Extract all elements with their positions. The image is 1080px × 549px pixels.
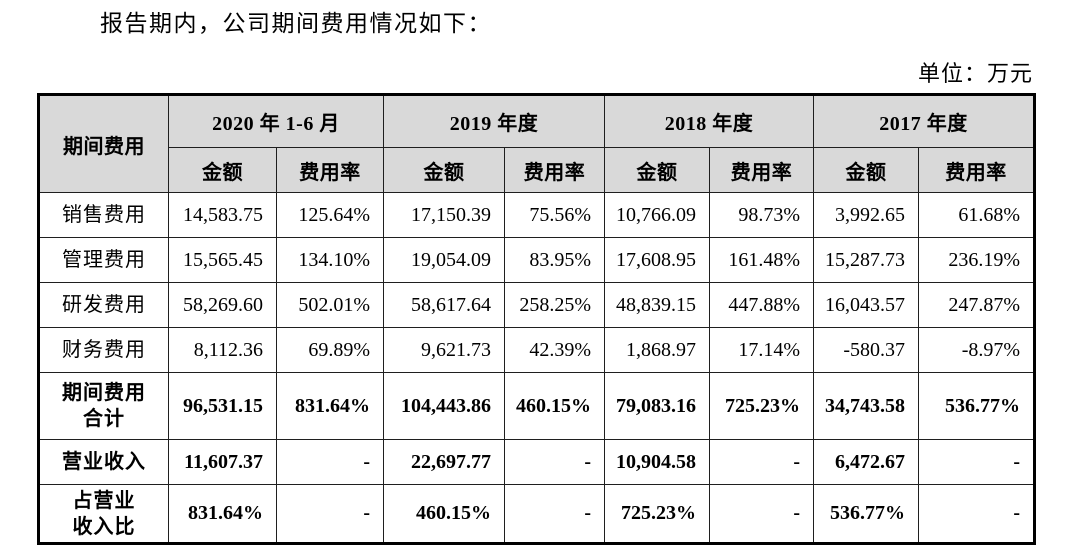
period-expense-table: 期间费用 2020 年 1-6 月 2019 年度 2018 年度 2017 年… bbox=[37, 93, 1037, 545]
table-cell: 1,868.97 bbox=[604, 327, 711, 373]
table-row-operating-revenue: 营业收入 11,607.37 - 22,697.77 - 10,904.58 -… bbox=[38, 439, 1036, 485]
row-label: 财务费用 bbox=[38, 327, 169, 373]
subheader-amount-2019: 金额 bbox=[383, 147, 506, 193]
col-group-2018: 2018 年度 bbox=[604, 94, 815, 148]
table-row-selling-expense: 销售费用 14,583.75 125.64% 17,150.39 75.56% … bbox=[38, 192, 1036, 238]
table-cell: 34,743.58 bbox=[813, 372, 920, 440]
table-cell: 14,583.75 bbox=[168, 192, 277, 238]
table-cell: 831.64% bbox=[275, 372, 385, 440]
table-cell: 19,054.09 bbox=[383, 237, 506, 283]
table-cell: 17.14% bbox=[709, 327, 815, 373]
table-cell: 79,083.16 bbox=[604, 372, 711, 440]
table-cell: 502.01% bbox=[275, 282, 385, 328]
table-cell: 10,766.09 bbox=[604, 192, 711, 238]
intro-text: 报告期内，公司期间费用情况如下： bbox=[100, 11, 492, 36]
table-cell: - bbox=[504, 484, 606, 544]
subheader-rate-2017: 费用率 bbox=[918, 147, 1036, 193]
table-row-admin-expense: 管理费用 15,565.45 134.10% 19,054.09 83.95% … bbox=[38, 237, 1036, 283]
subheader-amount-2018: 金额 bbox=[604, 147, 711, 193]
table-cell: - bbox=[275, 484, 385, 544]
table-cell: 104,443.86 bbox=[383, 372, 506, 440]
table-cell: 6,472.67 bbox=[813, 439, 920, 485]
table-cell: 98.73% bbox=[709, 192, 815, 238]
table-cell: 17,150.39 bbox=[383, 192, 506, 238]
table-cell: 460.15% bbox=[504, 372, 606, 440]
table-row-finance-expense: 财务费用 8,112.36 69.89% 9,621.73 42.39% 1,8… bbox=[38, 327, 1036, 373]
table-cell: 15,287.73 bbox=[813, 237, 920, 283]
table-cell: -580.37 bbox=[813, 327, 920, 373]
row-label: 营业收入 bbox=[38, 439, 169, 485]
table-cell: 460.15% bbox=[383, 484, 506, 544]
table-cell: 69.89% bbox=[275, 327, 385, 373]
col-group-2020: 2020 年 1-6 月 bbox=[167, 94, 385, 148]
col-group-2017: 2017 年度 bbox=[813, 94, 1036, 148]
row-label: 期间费用 合计 bbox=[38, 372, 169, 440]
table-cell: 10,904.58 bbox=[604, 439, 711, 485]
table-cell: 17,608.95 bbox=[604, 237, 711, 283]
table-cell: 58,617.64 bbox=[383, 282, 506, 328]
row-label: 占营业 收入比 bbox=[38, 484, 169, 544]
table-cell: 536.77% bbox=[813, 484, 920, 544]
table-cell: 8,112.36 bbox=[168, 327, 277, 373]
table-cell: 247.87% bbox=[918, 282, 1036, 328]
table-cell: 83.95% bbox=[504, 237, 606, 283]
col-group-2019: 2019 年度 bbox=[383, 94, 606, 148]
table-cell: 48,839.15 bbox=[604, 282, 711, 328]
table-cell: - bbox=[709, 484, 815, 544]
table-cell: - bbox=[709, 439, 815, 485]
table-cell: 9,621.73 bbox=[383, 327, 506, 373]
row-label: 管理费用 bbox=[38, 237, 169, 283]
table-cell: 134.10% bbox=[275, 237, 385, 283]
table-cell: - bbox=[918, 439, 1036, 485]
subheader-amount-2017: 金额 bbox=[813, 147, 920, 193]
table-cell: 11,607.37 bbox=[168, 439, 277, 485]
table-cell: 236.19% bbox=[918, 237, 1036, 283]
table-cell: 536.77% bbox=[918, 372, 1036, 440]
header-row-subcolumns: 金额 费用率 金额 费用率 金额 费用率 金额 费用率 bbox=[39, 147, 1036, 193]
header-row-years: 期间费用 2020 年 1-6 月 2019 年度 2018 年度 2017 年… bbox=[38, 94, 1036, 193]
subheader-rate-2018: 费用率 bbox=[709, 147, 815, 193]
unit-label: 单位：万元 bbox=[917, 61, 1033, 86]
header-period-expense: 期间费用 bbox=[38, 94, 169, 193]
subheader-rate-2019: 费用率 bbox=[504, 147, 606, 193]
table-row-revenue-ratio: 占营业 收入比 831.64% - 460.15% - 725.23% - 53… bbox=[38, 484, 1036, 544]
table-cell: 3,992.65 bbox=[813, 192, 920, 238]
table-cell: 125.64% bbox=[275, 192, 385, 238]
subheader-amount-2020: 金额 bbox=[168, 147, 277, 193]
table-cell: - bbox=[504, 439, 606, 485]
table-cell: 96,531.15 bbox=[168, 372, 277, 440]
subheader-rate-2020: 费用率 bbox=[275, 147, 385, 193]
table-cell: 75.56% bbox=[504, 192, 606, 238]
row-label: 研发费用 bbox=[38, 282, 169, 328]
row-label: 销售费用 bbox=[38, 192, 169, 238]
table-cell: 15,565.45 bbox=[168, 237, 277, 283]
table-cell: 447.88% bbox=[709, 282, 815, 328]
table-row-total-expense: 期间费用 合计 96,531.15 831.64% 104,443.86 460… bbox=[38, 372, 1036, 440]
table-cell: 831.64% bbox=[168, 484, 277, 544]
table-cell: 161.48% bbox=[709, 237, 815, 283]
table-cell: 58,269.60 bbox=[168, 282, 277, 328]
table-cell: - bbox=[918, 484, 1036, 544]
table-cell: 22,697.77 bbox=[383, 439, 506, 485]
table-cell: 16,043.57 bbox=[813, 282, 920, 328]
table-cell: 725.23% bbox=[709, 372, 815, 440]
table-cell: 725.23% bbox=[604, 484, 711, 544]
table-row-rd-expense: 研发费用 58,269.60 502.01% 58,617.64 258.25%… bbox=[38, 282, 1036, 328]
table-cell: 258.25% bbox=[504, 282, 606, 328]
table-cell: 61.68% bbox=[918, 192, 1036, 238]
table-cell: - bbox=[275, 439, 385, 485]
table-cell: -8.97% bbox=[918, 327, 1036, 373]
table-cell: 42.39% bbox=[504, 327, 606, 373]
